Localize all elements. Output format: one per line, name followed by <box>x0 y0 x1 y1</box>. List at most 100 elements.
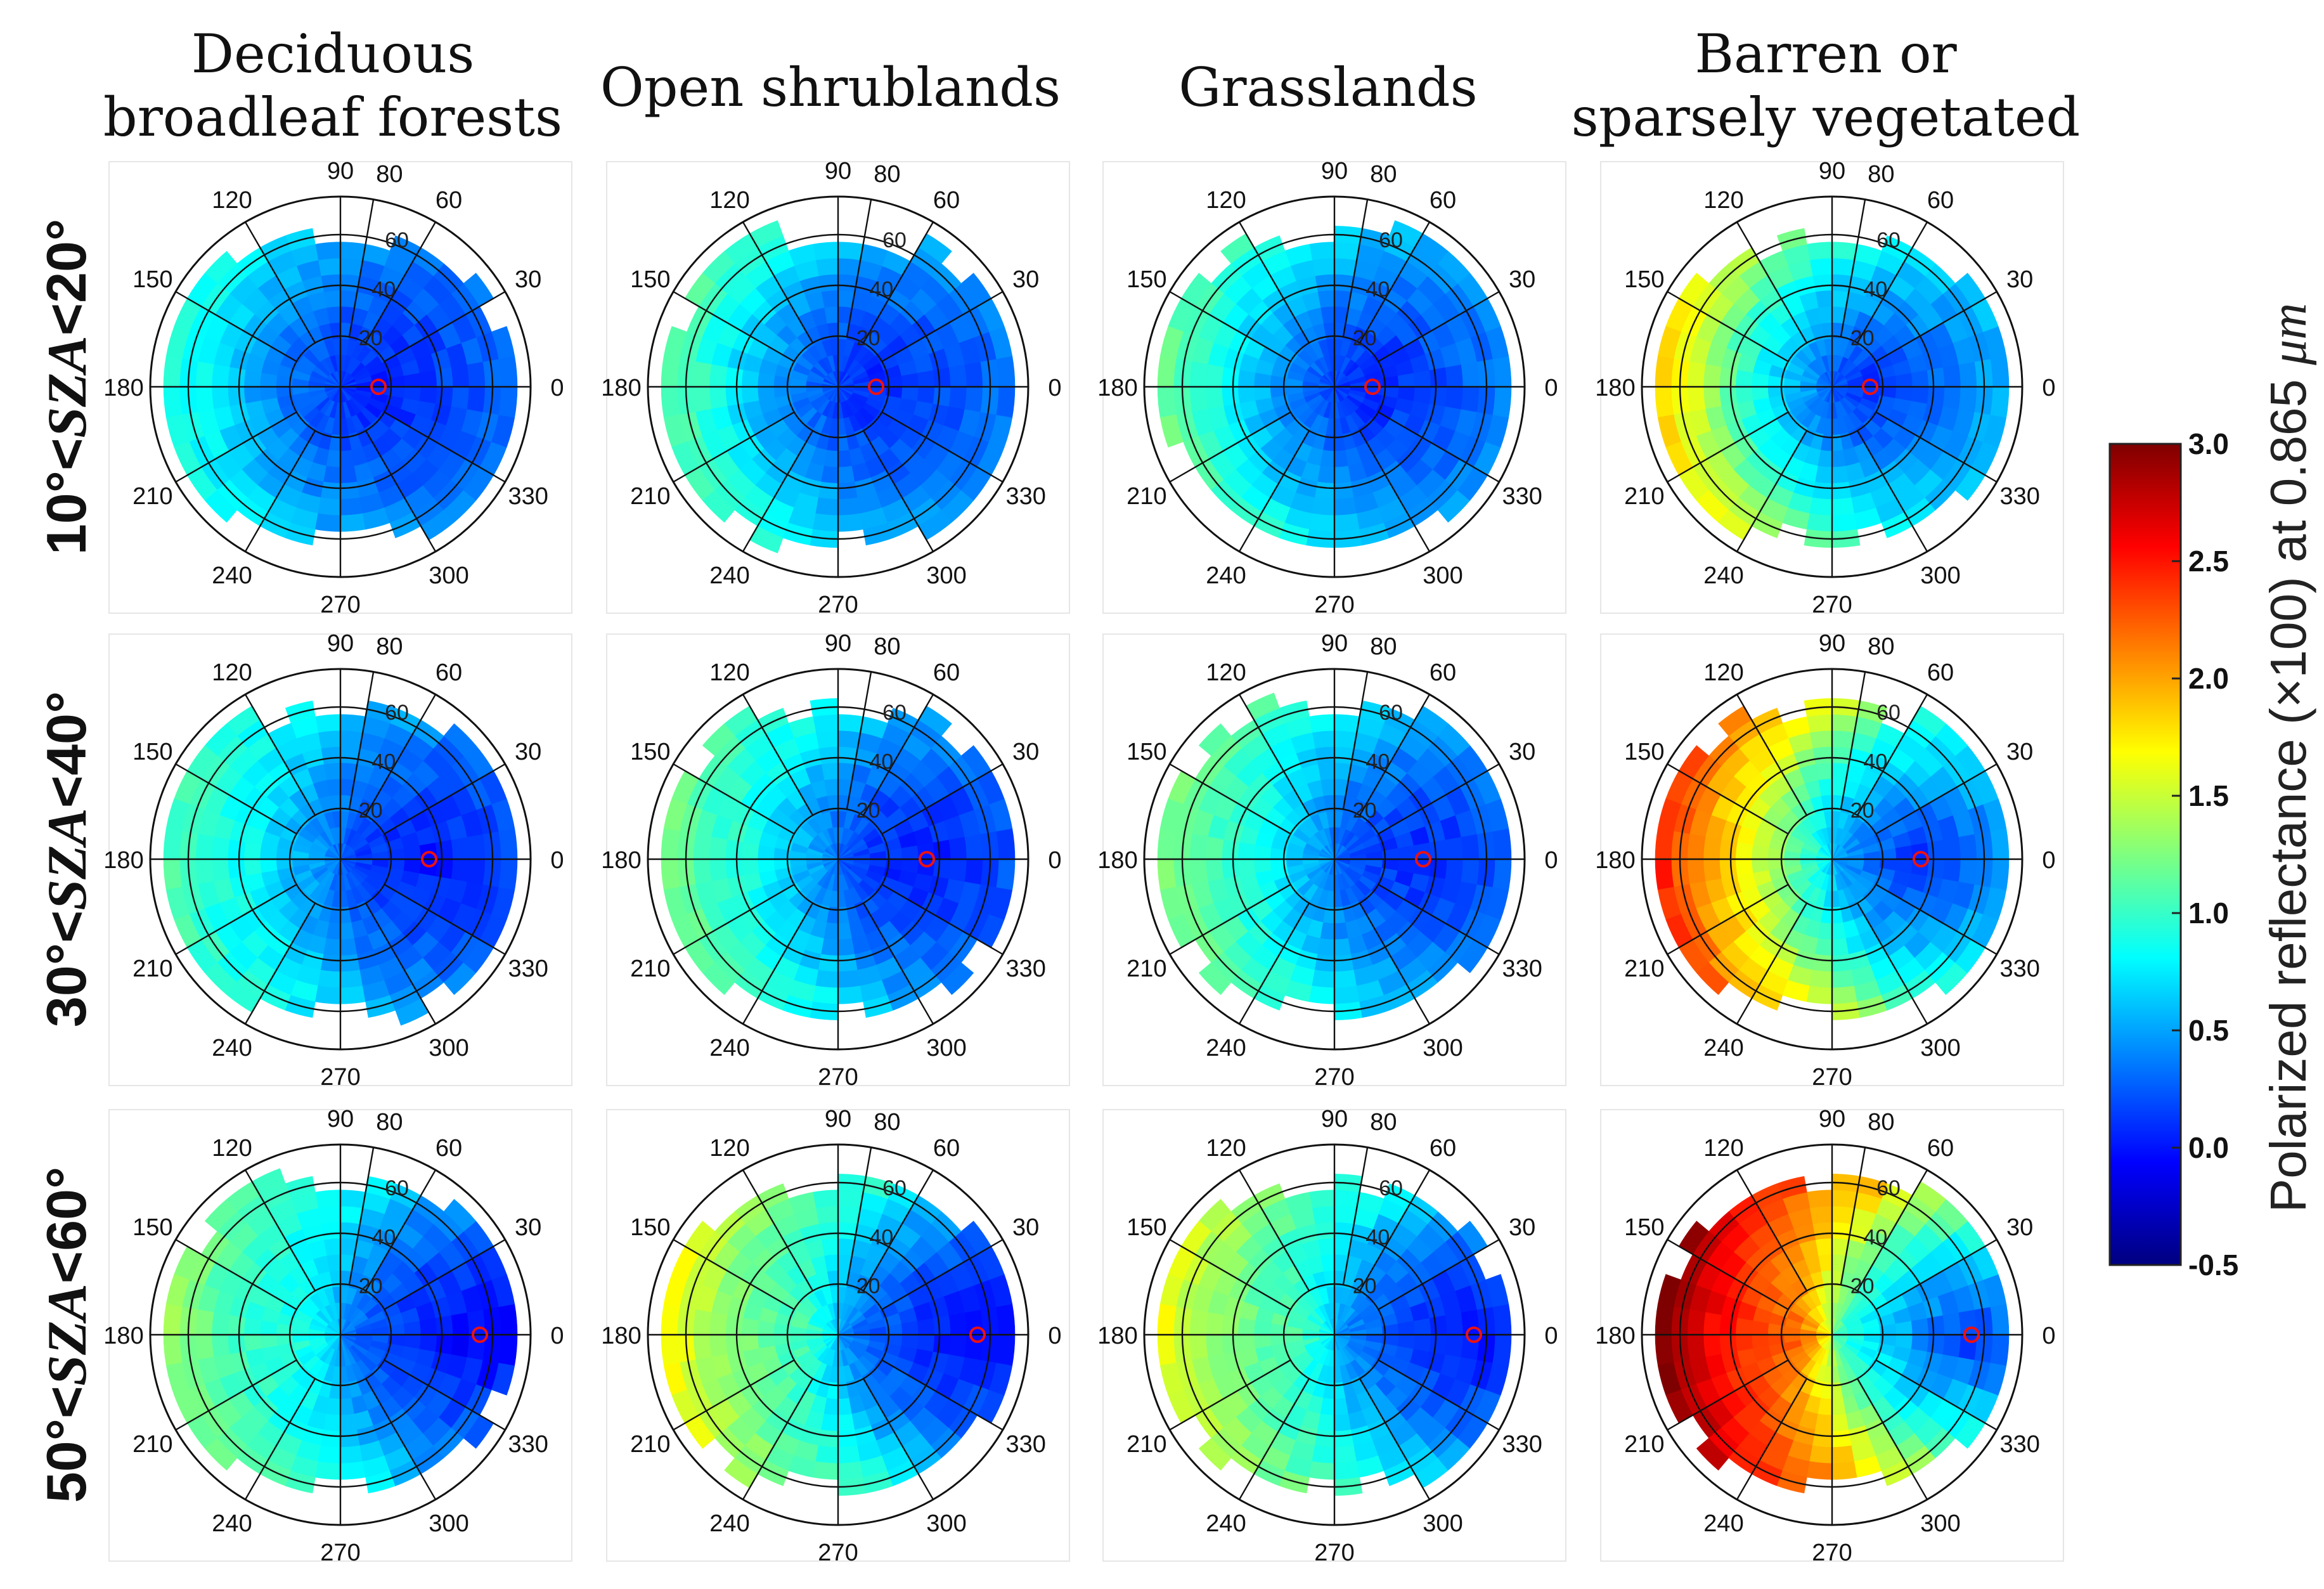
heat-cell <box>195 386 214 412</box>
heat-cell <box>1429 386 1447 407</box>
heat-cell <box>340 513 366 532</box>
heat-cell <box>1812 1429 1833 1448</box>
heat-cell <box>1958 1334 1977 1360</box>
heat-cell <box>1312 970 1335 989</box>
heat-cell <box>702 490 735 523</box>
heat-cell <box>709 1312 728 1335</box>
heat-cell <box>837 730 861 749</box>
heat-cell <box>964 1309 983 1335</box>
heat-cell <box>320 274 341 292</box>
angle-tick-label: 150 <box>1126 739 1166 765</box>
heat-cell <box>340 1429 361 1448</box>
heat-cell <box>1831 714 1857 733</box>
azimuth-spoke <box>384 411 506 483</box>
angle-tick-label: 90 <box>825 1106 851 1132</box>
heat-cell <box>1312 1205 1335 1224</box>
angle-tick-label: 330 <box>1005 956 1045 982</box>
heat-cell <box>709 1334 728 1358</box>
angle-tick-label: 80 <box>376 633 403 660</box>
heat-cell <box>1812 274 1833 292</box>
angle-tick-label: 180 <box>1595 1323 1635 1349</box>
angle-tick-label: 300 <box>1920 562 1960 589</box>
heat-cell <box>318 497 341 516</box>
angle-tick-label: 120 <box>1703 187 1743 214</box>
heat-cell <box>1205 836 1224 860</box>
heat-cell <box>1809 1205 1833 1224</box>
azimuth-spoke <box>348 199 375 337</box>
heat-cell <box>1334 730 1357 749</box>
heat-cell <box>1334 970 1357 989</box>
heat-cell <box>1807 714 1833 733</box>
heat-cell <box>1222 386 1240 407</box>
azimuth-spoke <box>1238 430 1310 552</box>
angle-tick-label: 300 <box>1423 1510 1462 1537</box>
heat-cell <box>964 1334 983 1360</box>
heat-cell <box>1461 834 1480 860</box>
heat-cell <box>933 1334 951 1355</box>
heat-cell <box>498 859 518 890</box>
heat-cell <box>964 386 983 412</box>
heat-cell <box>211 364 230 387</box>
angle-tick-label: 330 <box>1005 1431 1045 1458</box>
heat-cell <box>163 828 183 860</box>
heat-cell <box>1735 1318 1753 1335</box>
heat-cell <box>709 386 728 410</box>
heat-cell <box>1687 859 1706 885</box>
heat-cell <box>1461 361 1480 387</box>
heat-cell <box>204 490 238 523</box>
azimuth-spoke <box>244 430 316 552</box>
angle-tick-label: 0 <box>550 1323 564 1349</box>
angle-tick-label: 240 <box>1703 1510 1743 1537</box>
radial-tick-label: 20 <box>1850 799 1875 823</box>
heat-cell <box>1445 859 1464 882</box>
heat-cell <box>211 859 230 882</box>
heat-cell <box>1812 481 1833 500</box>
angle-tick-label: 210 <box>630 1431 670 1458</box>
heat-cell <box>1334 513 1360 532</box>
heat-cell <box>1990 828 2010 860</box>
heat-cell <box>1703 1312 1722 1335</box>
heat-cell <box>318 257 341 276</box>
heat-cell <box>948 1312 967 1335</box>
heat-cell <box>1334 257 1357 276</box>
heat-cell <box>1222 366 1240 387</box>
radial-tick-label: 40 <box>869 277 893 301</box>
angle-tick-label: 270 <box>818 592 858 618</box>
heat-cell <box>1809 497 1833 516</box>
heat-cell <box>815 257 839 276</box>
heat-cell <box>948 836 967 860</box>
heat-cell <box>1312 1445 1335 1464</box>
radial-tick-label: 40 <box>371 1225 396 1249</box>
radial-tick-label: 60 <box>1876 701 1901 725</box>
polar-grid <box>647 195 1030 578</box>
heat-cell <box>1831 1190 1857 1209</box>
heat-cell <box>318 1445 341 1464</box>
angle-tick-label: 300 <box>926 1510 966 1537</box>
radial-tick-label: 40 <box>869 749 893 774</box>
angle-tick-label: 210 <box>132 483 172 510</box>
heat-cell <box>818 1429 839 1448</box>
heat-cell <box>435 366 453 387</box>
heat-cell <box>661 386 680 418</box>
heat-cell <box>837 257 861 276</box>
heat-cell <box>195 834 214 860</box>
heat-cell <box>320 1429 341 1448</box>
angle-tick-label: 30 <box>515 1214 541 1241</box>
radial-tick-label: 40 <box>1365 749 1390 774</box>
angle-tick-label: 90 <box>1819 630 1845 657</box>
radial-tick-label: 60 <box>385 1176 409 1200</box>
heat-cell <box>195 1334 214 1360</box>
heat-cell <box>315 1190 341 1209</box>
azimuth-spoke <box>175 290 297 363</box>
heat-cell <box>1429 366 1447 387</box>
heat-cell <box>1429 859 1447 879</box>
angle-tick-label: 0 <box>1544 1323 1558 1349</box>
heat-cell <box>1429 1334 1447 1355</box>
angle-tick-label: 210 <box>1624 1431 1664 1458</box>
angle-tick-label: 330 <box>1999 956 2039 982</box>
heat-cell <box>228 366 246 387</box>
heat-cell <box>1958 386 1977 412</box>
heat-cell <box>243 842 262 860</box>
heat-cell <box>1990 1334 2010 1366</box>
radial-tick-label: 40 <box>1365 1225 1390 1249</box>
